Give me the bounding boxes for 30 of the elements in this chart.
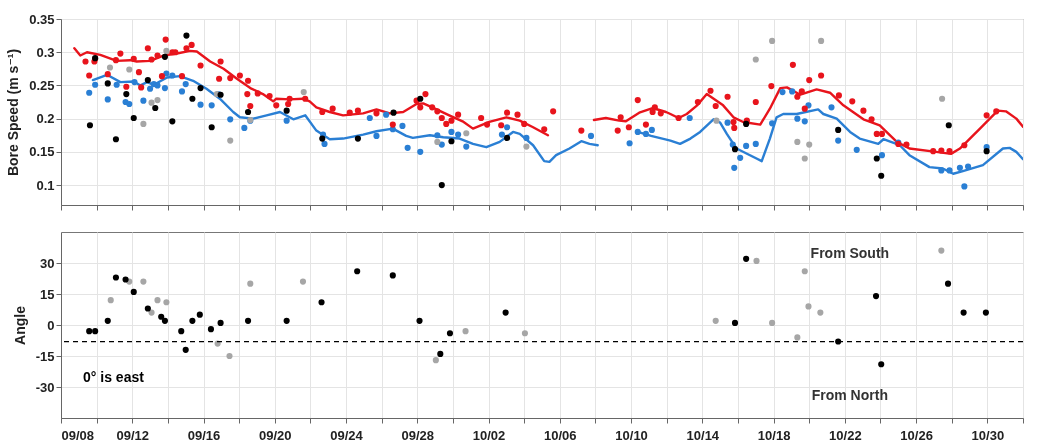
y-tick-label: 0 [47,317,55,333]
x-tick-label: 10/14 [686,427,720,441]
x-tick-label: 10/10 [615,427,648,441]
x-tick-label: 10/18 [757,427,791,441]
y-tick-label: 0.35 [29,11,55,27]
y-axis-title: Bore Speed (m s⁻¹) [5,48,22,177]
y-tick-label: 0.3 [36,44,55,60]
y-tick-label: -15 [35,348,55,364]
x-tick-label: 10/02 [472,427,506,441]
annotation: 0° is east [83,369,145,385]
x-tick-label: 10/06 [544,427,577,441]
y-tick-label: 0.1 [36,177,55,193]
y-tick-label: 0.15 [29,144,55,160]
x-tick-label: 09/12 [116,427,150,441]
y-tick-label: 0.2 [36,111,55,127]
y-tick-label: 30 [40,255,55,271]
x-tick-label: 09/16 [187,427,221,441]
y-tick-label: 15 [40,286,55,302]
y-tick-label: 0.25 [29,77,55,93]
annotation: From South [810,245,890,261]
x-tick-label: 10/22 [829,427,862,441]
y-axis-title: Angle [11,305,28,345]
annotation: From North [811,387,888,403]
x-tick-label: 10/30 [971,427,1005,441]
x-tick-label: 09/20 [259,427,292,441]
x-tick-label: 09/24 [330,427,364,441]
y-tick-label: -30 [35,379,55,395]
x-tick-label: 09/28 [401,427,435,441]
x-tick-label: 09/08 [61,427,95,441]
x-tick-label: 10/26 [900,427,933,441]
